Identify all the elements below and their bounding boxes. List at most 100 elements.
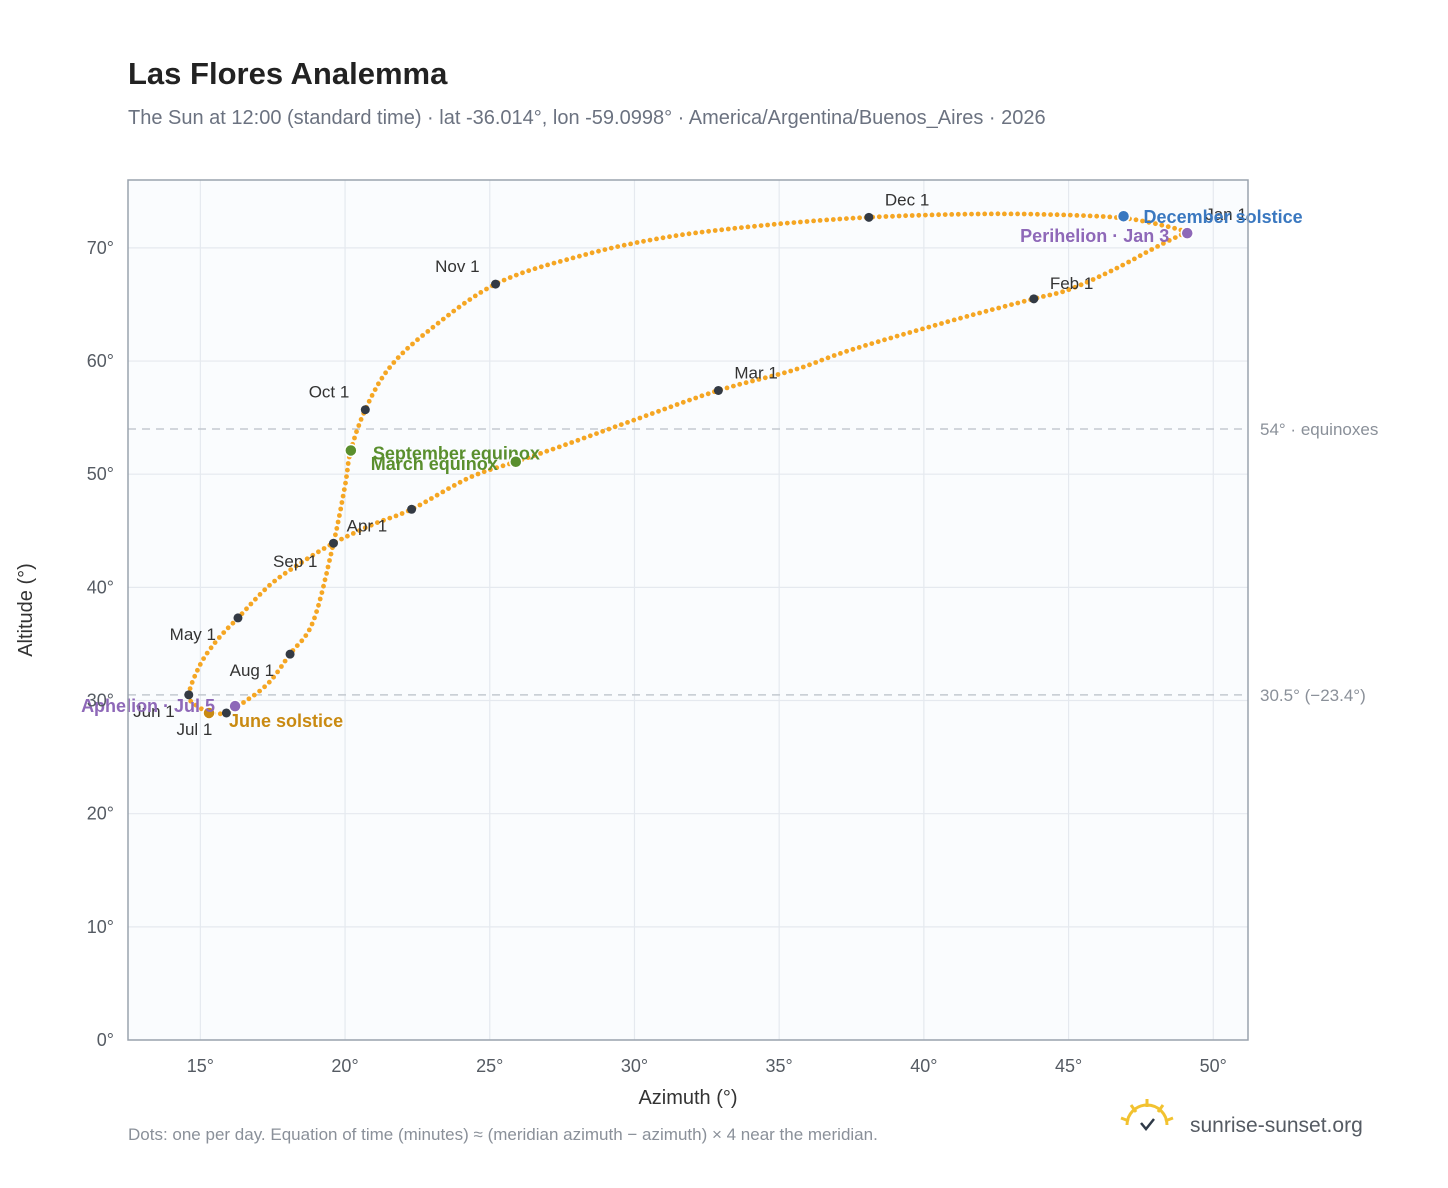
daily-sun-position-dot (888, 335, 894, 341)
daily-sun-position-dot (989, 307, 995, 312)
daily-sun-position-dot (556, 444, 562, 450)
daily-sun-position-dot (187, 686, 193, 691)
brand-name[interactable]: sunrise-sunset.org (1190, 1114, 1363, 1137)
daily-sun-position-dot (484, 286, 489, 292)
daily-sun-position-dot (825, 355, 831, 361)
y-axis-label: Altitude (°) (15, 563, 37, 657)
chart-subtitle: The Sun at 12:00 (standard time) · lat -… (128, 107, 1046, 129)
daily-sun-position-dot (192, 673, 198, 679)
daily-sun-position-dot (1133, 217, 1139, 223)
daily-sun-position-dot (282, 658, 288, 664)
daily-sun-position-dot (765, 222, 770, 228)
sun-logo-icon[interactable] (1120, 1099, 1174, 1131)
daily-sun-position-dot (1015, 300, 1021, 306)
daily-sun-position-dot (969, 211, 974, 217)
daily-sun-position-dot (577, 253, 582, 259)
daily-sun-position-dot (309, 621, 315, 627)
daily-sun-position-dot (1087, 213, 1093, 219)
daily-sun-position-dot (1143, 250, 1149, 256)
month-marker-label: Jan 1 (1205, 205, 1247, 224)
daily-sun-position-dot (303, 633, 309, 638)
month-marker-dot (184, 690, 194, 700)
daily-sun-position-dot (743, 380, 749, 386)
daily-sun-position-dot (949, 212, 955, 217)
daily-sun-position-dot (1100, 214, 1106, 219)
daily-sun-position-dot (647, 237, 653, 243)
daily-sun-position-dot (340, 493, 346, 499)
daily-sun-position-dot (538, 451, 543, 456)
daily-sun-position-dot (544, 448, 550, 454)
daily-sun-position-dot (1172, 235, 1178, 241)
daily-sun-position-dot (731, 383, 736, 389)
daily-sun-position-dot (896, 213, 902, 219)
daily-sun-position-dot (831, 353, 837, 358)
daily-sun-position-dot (312, 615, 317, 621)
daily-sun-position-dot (405, 345, 410, 351)
daily-sun-position-dot (277, 574, 283, 580)
x-tick-label: 20° (331, 1056, 358, 1076)
daily-sun-position-dot (656, 408, 661, 414)
daily-sun-position-dot (983, 308, 989, 314)
daily-sun-position-dot (712, 228, 718, 233)
daily-sun-position-dot (271, 674, 276, 680)
daily-sun-position-dot (788, 368, 794, 374)
daily-sun-position-dot (970, 312, 976, 318)
daily-sun-position-dot (916, 212, 922, 218)
daily-sun-position-dot (1146, 219, 1152, 225)
daily-sun-position-dot (581, 435, 587, 441)
daily-sun-position-dot (246, 696, 252, 702)
daily-sun-position-dot (531, 453, 537, 458)
daily-sun-position-dot (863, 343, 868, 348)
daily-sun-position-dot (399, 511, 405, 516)
daily-sun-position-dot (882, 337, 887, 343)
event-marker-label: March equinox (371, 454, 498, 474)
daily-sun-position-dot (775, 372, 781, 377)
daily-sun-position-dot (446, 312, 451, 318)
daily-sun-position-dot (564, 257, 570, 263)
daily-sun-position-dot (425, 329, 431, 334)
daily-sun-position-dot (1108, 268, 1114, 274)
x-tick-label: 45° (1055, 1056, 1082, 1076)
daily-sun-position-dot (724, 385, 730, 391)
daily-sun-position-dot (272, 578, 277, 584)
daily-sun-position-dot (387, 365, 392, 370)
daily-sun-position-dot (693, 395, 699, 401)
daily-sun-position-dot (244, 606, 249, 612)
event-marker-dot (1116, 209, 1131, 223)
daily-sun-position-dot (964, 314, 970, 319)
daily-sun-position-dot (932, 322, 938, 328)
daily-sun-position-dot (596, 248, 601, 254)
daily-sun-position-dot (673, 233, 679, 239)
daily-sun-position-dot (824, 217, 830, 223)
daily-sun-position-dot (204, 650, 210, 656)
daily-sun-position-dot (631, 417, 637, 423)
daily-sun-position-dot (520, 270, 525, 276)
daily-sun-position-dot (551, 260, 557, 266)
daily-sun-position-dot (306, 627, 312, 633)
y-axis-ticks: 0° 10° 20° 30° 40° 50° 60° 70° (87, 238, 114, 1050)
daily-sun-position-dot (1159, 222, 1165, 228)
daily-sun-position-dot (606, 426, 612, 432)
daily-sun-position-dot (583, 252, 589, 257)
y-tick-label: 20° (87, 804, 114, 824)
daily-sun-position-dot (936, 212, 941, 218)
month-marker-label: Jul 1 (176, 720, 212, 739)
daily-sun-position-dot (1028, 211, 1034, 217)
daily-sun-position-dot (1172, 225, 1177, 231)
daily-sun-position-dot (1035, 211, 1040, 217)
daily-sun-position-dot (1140, 218, 1145, 224)
daily-sun-position-dot (415, 337, 420, 343)
daily-sun-position-dot (649, 411, 655, 416)
daily-sun-position-dot (977, 310, 982, 316)
daily-sun-position-dot (706, 228, 711, 234)
daily-sun-position-dot (381, 517, 386, 523)
daily-sun-position-dot (463, 476, 469, 482)
daily-sun-position-dot (383, 370, 388, 376)
daily-sun-position-dot (525, 455, 531, 460)
daily-sun-position-dot (791, 220, 797, 226)
month-marker-dot (360, 405, 370, 415)
daily-sun-position-dot (811, 218, 816, 224)
daily-sun-position-dot (996, 305, 1002, 311)
daily-sun-position-dot (282, 570, 288, 576)
daily-sun-position-dot (587, 433, 593, 439)
